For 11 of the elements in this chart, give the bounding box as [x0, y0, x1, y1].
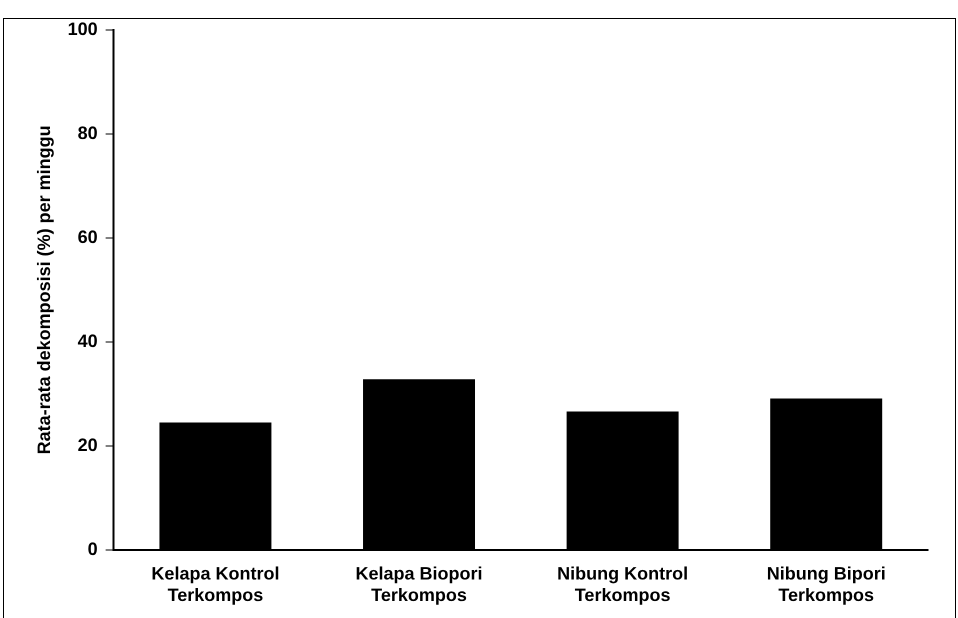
y-axis-title: Rata-rata dekomposisi (%) per minggu	[34, 125, 54, 454]
y-tick-label: 60	[78, 226, 98, 247]
x-tick-label: Nibung Bipori Terkompos	[766, 564, 886, 606]
y-tick-label: 100	[68, 18, 98, 39]
x-tick-label: Kelapa Biopori Terkompos	[356, 564, 483, 606]
x-tick-label: Nibung Kontrol Terkompos	[557, 564, 688, 606]
y-tick-label: 20	[78, 434, 98, 455]
y-tick-label: 80	[78, 122, 98, 143]
x-tick-label: Kelapa Kontrol Terkompos	[151, 564, 280, 606]
y-tick-label: 0	[88, 538, 98, 559]
y-tick-label: 40	[78, 330, 98, 351]
